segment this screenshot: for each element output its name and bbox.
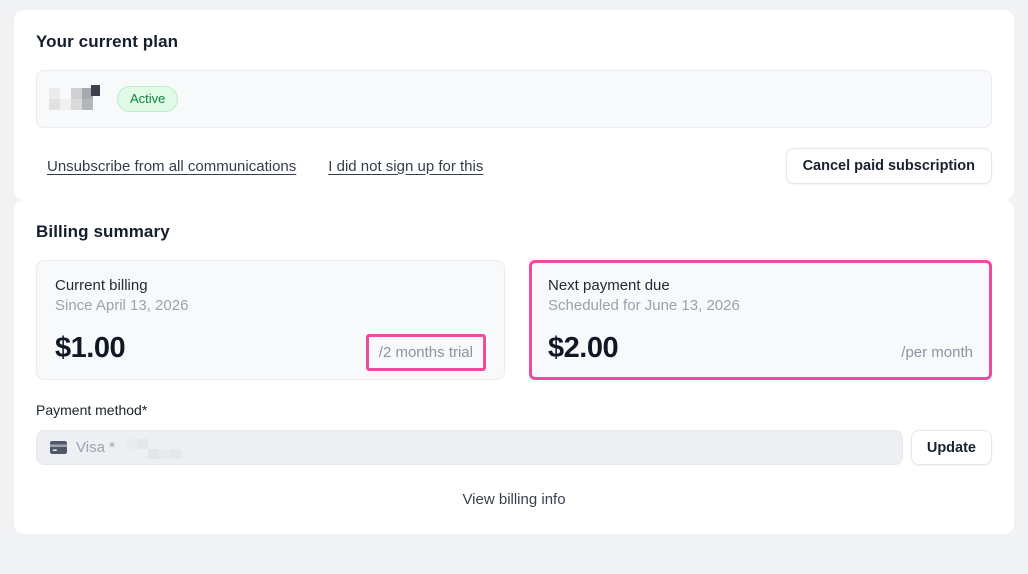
current-plan-title: Your current plan (36, 32, 179, 51)
current-billing-amount-row: $1.00 /2 months trial (55, 332, 486, 371)
current-billing-period-highlight: /2 months trial (365, 334, 486, 371)
current-billing-since: Since April 13, 2026 (55, 297, 189, 314)
next-payment-scheduled: Scheduled for June 13, 2026 (548, 297, 740, 314)
payment-method-value: Visa * (76, 439, 115, 456)
payment-method-row: Visa * Update (36, 430, 992, 465)
billing-summary-card: Billing summary Current billing Since Ap… (14, 200, 1014, 534)
next-payment-label: Next payment due (548, 277, 670, 294)
cancel-subscription-button[interactable]: Cancel paid subscription (785, 148, 992, 184)
payment-method-label: Payment method* (36, 402, 148, 418)
plan-actions-row: Unsubscribe from all communications I di… (36, 148, 992, 184)
billing-page: Your current plan Active Unsubscribe fro… (14, 10, 1014, 534)
next-payment-box: Next payment due Scheduled for June 13, … (529, 260, 992, 380)
payment-method-field[interactable]: Visa * (36, 430, 903, 465)
current-billing-label: Current billing (55, 277, 148, 294)
unsubscribe-link[interactable]: Unsubscribe from all communications (47, 157, 297, 175)
billing-boxes: Current billing Since April 13, 2026 $1.… (36, 260, 992, 380)
current-billing-amount: $1.00 (55, 332, 126, 364)
next-payment-amount-row: $2.00 /per month (548, 332, 973, 365)
plan-links: Unsubscribe from all communications I di… (36, 158, 483, 175)
plan-row: Active (36, 70, 992, 128)
current-billing-box: Current billing Since April 13, 2026 $1.… (36, 260, 505, 380)
update-payment-button[interactable]: Update (910, 430, 992, 465)
view-billing-info-link[interactable]: View billing info (462, 491, 566, 508)
view-billing-row: View billing info (36, 491, 992, 508)
next-payment-period: /per month (901, 344, 973, 361)
credit-card-icon (50, 441, 67, 454)
active-status-badge: Active (117, 86, 179, 112)
redacted-card-digits (125, 438, 192, 459)
redacted-plan-name (49, 85, 100, 110)
current-plan-card: Your current plan Active Unsubscribe fro… (14, 10, 1014, 200)
did-not-sign-up-link[interactable]: I did not sign up for this (328, 157, 484, 175)
billing-summary-title: Billing summary (36, 222, 170, 241)
next-payment-amount: $2.00 (548, 332, 619, 364)
